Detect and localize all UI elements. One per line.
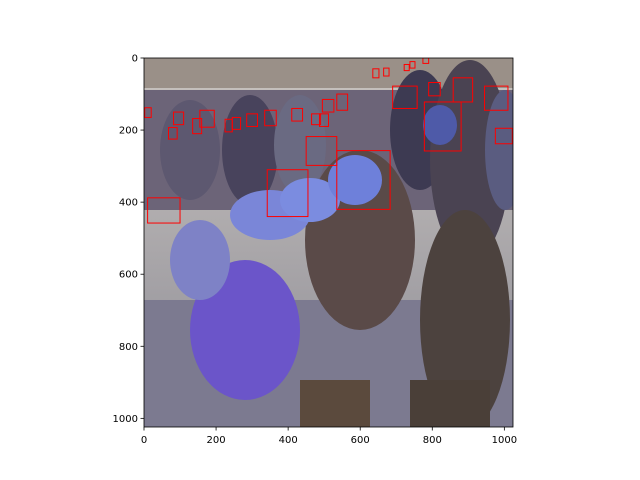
detection-box <box>403 63 410 72</box>
detection-boxes <box>144 58 513 224</box>
detection-box <box>336 93 349 111</box>
y-tick-label: 200 <box>119 126 138 137</box>
detection-box <box>423 101 462 152</box>
detection-box <box>192 118 203 135</box>
detection-box <box>266 169 309 218</box>
y-tick-label: 800 <box>119 342 138 353</box>
x-axis: 0 200 400 600 800 1000 <box>141 427 517 446</box>
y-tick-label: 600 <box>119 270 138 281</box>
detection-box <box>173 111 185 126</box>
detection-box <box>494 127 513 145</box>
detection-box <box>409 61 416 69</box>
y-tick-label: 1000 <box>113 414 138 425</box>
x-tick-label: 0 <box>141 435 147 446</box>
plot-frame <box>143 57 514 428</box>
y-axis: 0 200 400 600 800 1000 <box>113 54 144 425</box>
detection-box <box>144 107 152 118</box>
detection-box <box>336 150 391 210</box>
detection-box <box>291 107 304 122</box>
detection-box <box>452 77 474 103</box>
detection-box <box>422 58 430 64</box>
detection-box <box>147 197 181 224</box>
y-tick-label: 400 <box>119 198 138 209</box>
detection-box <box>428 82 441 97</box>
detection-box <box>392 85 418 109</box>
detection-box <box>168 127 178 140</box>
y-tick-label: 0 <box>132 54 138 65</box>
detection-box <box>484 85 509 111</box>
detection-box <box>321 98 335 113</box>
detection-box <box>264 109 277 127</box>
detection-box <box>372 68 380 79</box>
detection-box <box>246 113 259 127</box>
x-tick-label: 800 <box>423 435 442 446</box>
photo <box>144 58 513 427</box>
x-tick-label: 1000 <box>492 435 517 446</box>
x-tick-label: 600 <box>351 435 370 446</box>
x-tick-label: 200 <box>207 435 226 446</box>
detection-box <box>311 113 322 126</box>
x-tick-label: 400 <box>279 435 298 446</box>
detection-box <box>318 113 329 127</box>
detection-box <box>383 67 390 77</box>
detection-box <box>224 118 233 133</box>
